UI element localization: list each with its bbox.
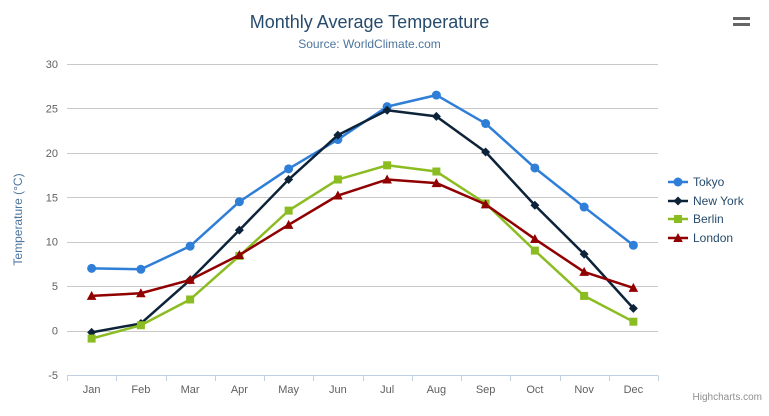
- series-new-york: [87, 105, 638, 337]
- x-axis-label: Dec: [624, 384, 644, 396]
- data-point-berlin: [432, 167, 441, 176]
- data-point-london: [234, 250, 245, 260]
- chart-subtitle: Source: WorldClimate.com: [298, 37, 441, 51]
- y-axis-label: 5: [52, 281, 58, 293]
- legend-item-new-york[interactable]: New York: [668, 192, 744, 211]
- x-axis-label: Oct: [526, 384, 543, 396]
- data-point-london: [431, 178, 442, 188]
- legend-label: London: [693, 230, 734, 245]
- y-axis-label: -5: [48, 370, 58, 382]
- data-point-london: [530, 234, 540, 244]
- legend-label: New York: [693, 193, 744, 208]
- legend-item-berlin[interactable]: Berlin: [668, 210, 744, 229]
- x-axis-label: Nov: [574, 384, 594, 396]
- x-axis-label: Apr: [231, 384, 248, 396]
- data-point-berlin: [333, 175, 342, 184]
- data-point-new-york: [333, 130, 343, 140]
- data-point-london: [480, 199, 491, 209]
- data-point-london: [628, 282, 639, 292]
- diamond-marker-icon: [668, 196, 688, 206]
- data-point-new-york: [234, 225, 244, 235]
- data-point-tokyo: [234, 197, 244, 207]
- x-axis-label: Jun: [329, 384, 347, 396]
- x-axis-label: Jan: [83, 384, 101, 396]
- context-menu-button[interactable]: [729, 15, 753, 37]
- data-point-london: [283, 219, 294, 229]
- data-point-london: [136, 288, 146, 298]
- y-axis-label: 25: [46, 103, 58, 115]
- series-tokyo: [87, 90, 638, 274]
- x-axis-label: Mar: [181, 384, 200, 396]
- data-point-tokyo: [628, 240, 638, 250]
- data-point-new-york: [628, 303, 638, 313]
- data-point-berlin: [580, 291, 589, 300]
- y-axis-label: 30: [46, 59, 58, 71]
- x-axis-label: May: [278, 384, 299, 396]
- data-point-new-york: [382, 105, 392, 115]
- legend-label: Tokyo: [693, 175, 725, 190]
- square-marker-icon: [668, 215, 688, 224]
- data-point-london: [382, 174, 392, 184]
- data-point-tokyo: [530, 163, 540, 173]
- data-point-tokyo: [136, 264, 146, 274]
- data-point-new-york: [530, 200, 540, 210]
- x-axis-label: Jul: [380, 384, 394, 396]
- legend-label: Berlin: [693, 212, 724, 227]
- data-point-berlin: [383, 161, 392, 170]
- legend-item-london[interactable]: London: [668, 229, 744, 248]
- y-axis-label: 20: [46, 148, 58, 160]
- hamburger-icon: [731, 17, 751, 26]
- circle-marker-icon: [668, 177, 688, 187]
- data-point-new-york: [431, 111, 441, 121]
- y-axis-label: 15: [46, 192, 58, 204]
- data-point-berlin: [136, 321, 145, 330]
- data-point-tokyo: [284, 164, 294, 174]
- data-point-tokyo: [579, 202, 589, 212]
- legend-item-tokyo[interactable]: Tokyo: [668, 173, 744, 192]
- y-axis-label: 10: [46, 237, 58, 249]
- data-point-berlin: [284, 206, 293, 215]
- data-point-london: [185, 274, 195, 284]
- data-point-berlin: [87, 334, 96, 343]
- data-point-london: [333, 190, 343, 200]
- data-point-tokyo: [481, 119, 491, 129]
- x-axis-label: Feb: [131, 384, 150, 396]
- data-point-berlin: [629, 317, 638, 326]
- data-point-tokyo: [431, 90, 441, 100]
- credits-link[interactable]: Highcharts.com: [692, 392, 762, 403]
- data-point-tokyo: [87, 263, 97, 273]
- data-point-berlin: [186, 295, 195, 304]
- triangle-marker-icon: [668, 232, 688, 242]
- chart-title: Monthly Average Temperature: [249, 12, 490, 32]
- data-point-new-york: [481, 147, 491, 157]
- data-point-new-york: [284, 175, 294, 185]
- x-axis-label: Sep: [476, 384, 496, 396]
- y-axis-label: 0: [52, 326, 58, 338]
- data-point-tokyo: [185, 241, 195, 251]
- data-point-london: [579, 266, 589, 276]
- data-point-london: [86, 290, 97, 300]
- data-point-new-york: [579, 249, 589, 259]
- y-axis-title: Temperature (°C): [11, 173, 25, 265]
- legend: Tokyo New York Berlin London: [668, 173, 744, 247]
- data-point-berlin: [530, 246, 539, 255]
- series-london: [86, 174, 639, 300]
- x-axis-label: Aug: [427, 384, 447, 396]
